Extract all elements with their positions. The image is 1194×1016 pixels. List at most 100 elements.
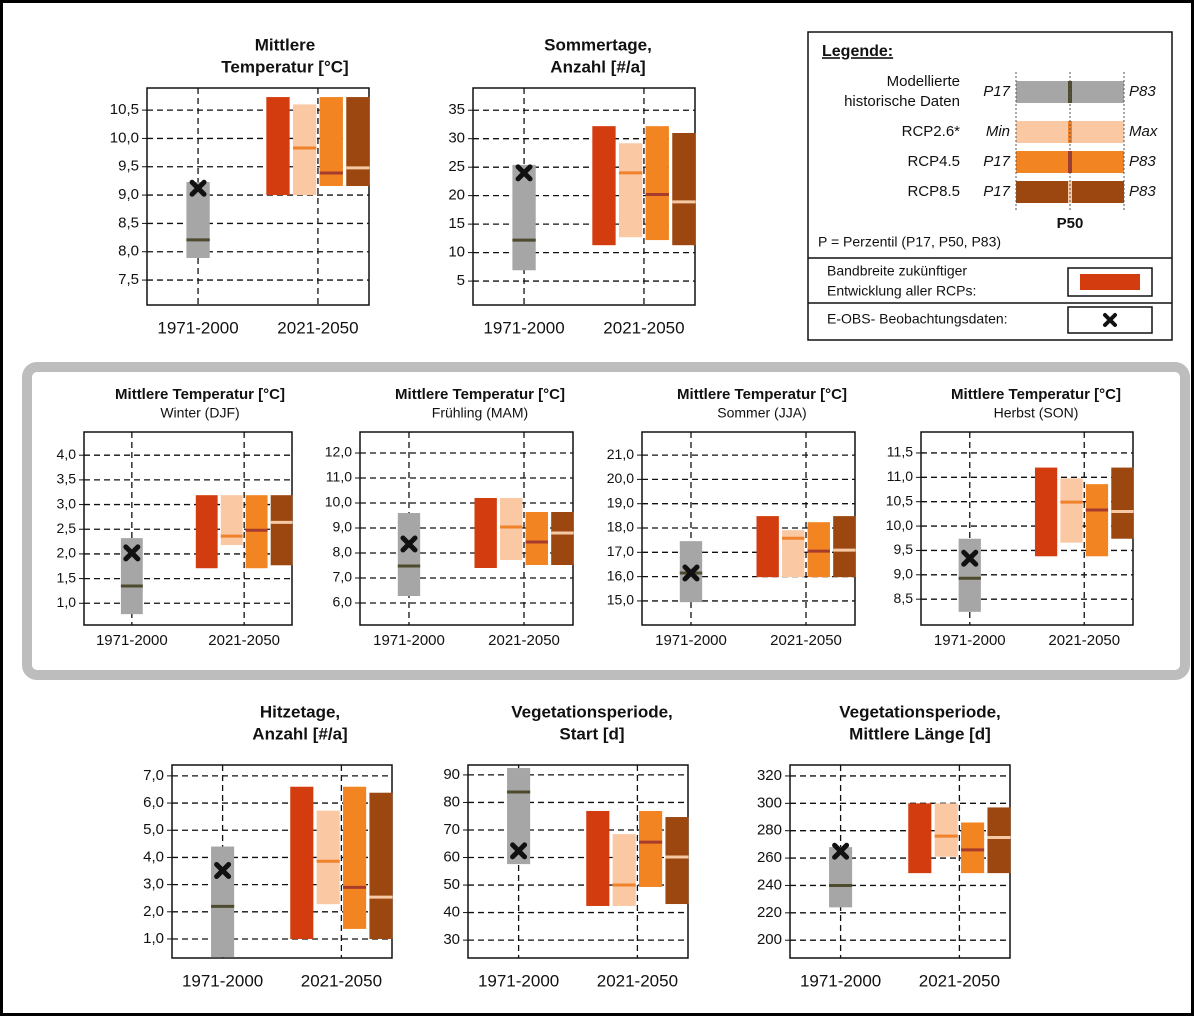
chart-title: Mittlere Temperatur [°C] xyxy=(395,386,565,403)
x-tick-label: 1971-2000 xyxy=(655,632,727,649)
y-tick-label: 5 xyxy=(457,272,465,289)
y-tick-label: 30 xyxy=(448,130,465,147)
range-bar xyxy=(592,126,616,246)
plot-area xyxy=(146,87,370,306)
legend-label: RCP2.6* xyxy=(902,123,961,140)
x-tick-label: 2021-2050 xyxy=(301,971,382,990)
y-tick-label: 1,0 xyxy=(57,594,77,610)
y-tick-label: 2,0 xyxy=(57,545,77,561)
y-tick-label: 8,0 xyxy=(118,243,139,260)
range-bar xyxy=(639,810,663,887)
y-tick-label: 8,5 xyxy=(894,590,914,606)
y-tick-label: 1,0 xyxy=(143,930,164,947)
y-tick-label: 3,0 xyxy=(57,495,77,511)
y-tick-label: 7,0 xyxy=(333,569,353,585)
y-tick-label: 18,0 xyxy=(607,519,634,535)
legend-high: P83 xyxy=(1129,153,1156,170)
chart-subtitle: Winter (DJF) xyxy=(160,405,239,421)
range-bar xyxy=(525,512,548,565)
y-tick-label: 10 xyxy=(448,244,465,261)
range-bar xyxy=(1111,467,1134,539)
legend-observation-cross xyxy=(1103,313,1117,327)
legend-range-label: Entwicklung aller RCPs: xyxy=(827,283,976,299)
x-tick-label: 2021-2050 xyxy=(770,632,842,649)
y-tick-label: 50 xyxy=(443,876,460,893)
y-tick-label: 10,5 xyxy=(886,492,913,508)
range-bar xyxy=(618,143,643,238)
y-tick-label: 3,0 xyxy=(143,876,164,893)
observation xyxy=(682,564,700,582)
legend-title: Legende: xyxy=(822,43,893,60)
x-tick-label: 2021-2050 xyxy=(919,971,1000,990)
chart-title: Mittlere Temperatur [°C] xyxy=(951,386,1121,403)
range-bar xyxy=(266,97,290,196)
range-bar xyxy=(612,834,636,906)
range-bar xyxy=(756,516,779,578)
chart-title: Anzahl [#/a] xyxy=(550,57,645,76)
legend-label: Modellierte xyxy=(887,73,960,90)
range-bar xyxy=(829,847,853,908)
legend-low: Min xyxy=(986,123,1010,140)
y-tick-label: 17,0 xyxy=(607,543,634,559)
x-tick-label: 1971-2000 xyxy=(483,318,564,337)
y-tick-label: 16,0 xyxy=(607,567,634,583)
y-tick-label: 200 xyxy=(757,931,782,948)
range-bar xyxy=(512,164,536,271)
legend-range-swatch xyxy=(1080,274,1140,290)
range-bar xyxy=(369,792,393,939)
observation xyxy=(214,861,232,879)
x-tick-label: 1971-2000 xyxy=(934,632,1006,649)
legend-range-label: Bandbreite zukünftiger xyxy=(827,263,967,279)
legend-low: P17 xyxy=(983,83,1010,100)
chart-title: Mittlere Temperatur [°C] xyxy=(115,386,285,403)
y-tick-label: 1,5 xyxy=(57,569,77,585)
y-tick-label: 11,0 xyxy=(887,468,913,484)
legend-label: RCP4.5 xyxy=(907,153,960,170)
y-tick-label: 2,0 xyxy=(143,903,164,920)
y-tick-label: 25 xyxy=(448,158,465,175)
y-tick-label: 6,0 xyxy=(333,594,353,610)
y-tick-label: 9,0 xyxy=(894,566,914,582)
x-tick-label: 2021-2050 xyxy=(597,971,678,990)
observation xyxy=(832,842,850,860)
y-tick-label: 12,0 xyxy=(325,444,352,460)
range-bar xyxy=(500,498,523,560)
range-bar xyxy=(1034,467,1058,557)
range-bar xyxy=(586,810,610,906)
y-tick-label: 35 xyxy=(448,101,465,118)
chart-title: Vegetationsperiode, xyxy=(511,702,673,721)
y-tick-label: 2,5 xyxy=(57,520,77,536)
chart-subtitle: Frühling (MAM) xyxy=(432,405,528,421)
legend-observation-label: E-OBS- Beobachtungsdaten: xyxy=(827,311,1008,327)
observation xyxy=(189,179,207,197)
y-tick-label: 4,0 xyxy=(143,848,164,865)
range-bar xyxy=(665,817,689,905)
chart-title: Vegetationsperiode, xyxy=(839,702,1001,721)
legend-high: P83 xyxy=(1129,83,1156,100)
x-tick-label: 2021-2050 xyxy=(603,318,684,337)
y-tick-label: 280 xyxy=(757,822,782,839)
x-tick-label: 1971-2000 xyxy=(478,971,559,990)
x-tick-label: 1971-2000 xyxy=(157,318,238,337)
x-tick-label: 1971-2000 xyxy=(373,632,445,649)
chart-title: Sommertage, xyxy=(544,35,652,54)
range-bar xyxy=(934,803,958,857)
y-tick-label: 15 xyxy=(448,215,465,232)
range-bar xyxy=(1085,484,1109,557)
observation xyxy=(123,544,141,562)
y-tick-label: 11,5 xyxy=(887,444,913,460)
y-tick-label: 220 xyxy=(757,904,782,921)
y-tick-label: 320 xyxy=(757,767,782,784)
y-tick-label: 10,5 xyxy=(110,101,139,118)
chart-title: Mittlere Länge [d] xyxy=(849,724,991,743)
y-tick-label: 240 xyxy=(757,876,782,893)
y-tick-label: 10,0 xyxy=(325,494,352,510)
y-tick-label: 300 xyxy=(757,794,782,811)
y-tick-label: 80 xyxy=(443,793,460,810)
y-tick-label: 9,0 xyxy=(118,186,139,203)
range-bar xyxy=(270,495,293,566)
legend-low: P17 xyxy=(983,153,1010,170)
legend-high: Max xyxy=(1129,123,1158,140)
x-tick-label: 2021-2050 xyxy=(488,632,560,649)
